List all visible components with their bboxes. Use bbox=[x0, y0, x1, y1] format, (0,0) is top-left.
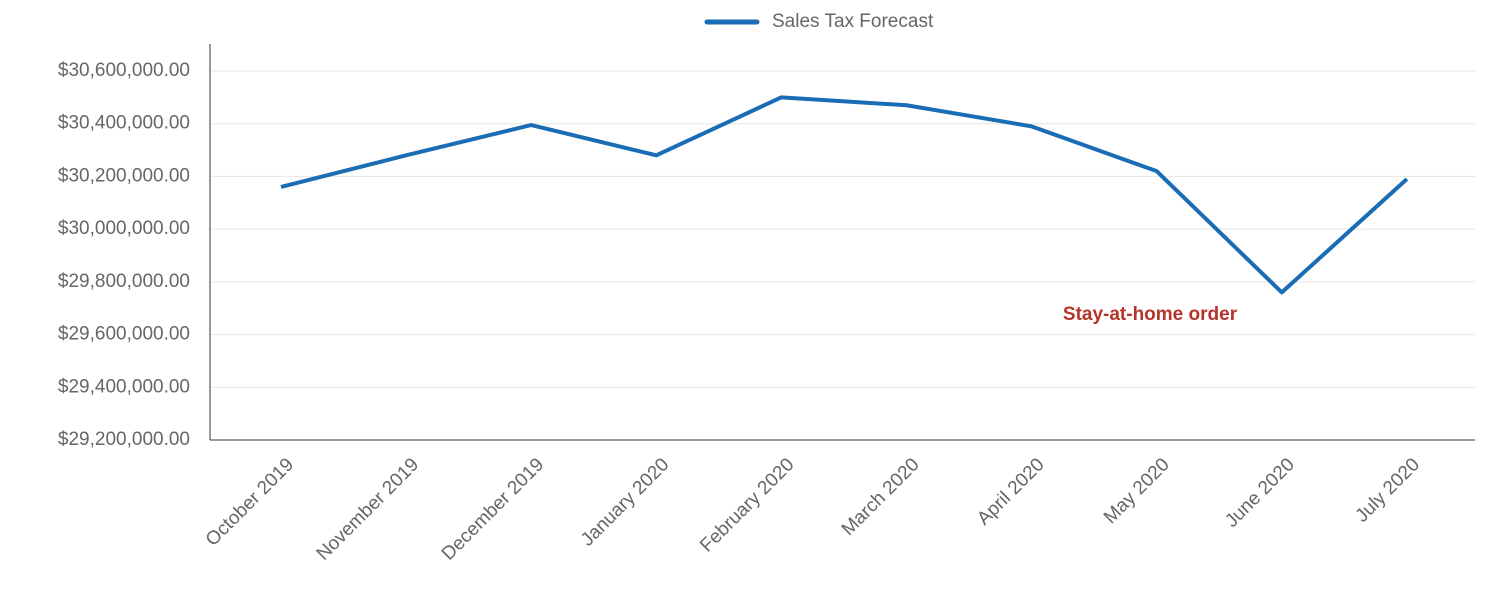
y-tick-label: $29,400,000.00 bbox=[58, 376, 190, 397]
x-tick-label: July 2020 bbox=[1352, 454, 1424, 526]
x-tick-label: March 2020 bbox=[838, 454, 924, 540]
x-tick-label: February 2020 bbox=[696, 454, 798, 556]
x-tick-label: June 2020 bbox=[1221, 454, 1299, 532]
y-tick-label: $29,600,000.00 bbox=[58, 324, 190, 345]
y-tick-label: $30,200,000.00 bbox=[58, 165, 190, 186]
y-tick-label: $30,000,000.00 bbox=[58, 218, 190, 239]
x-tick-label: October 2019 bbox=[202, 454, 298, 550]
x-tick-label: November 2019 bbox=[313, 454, 423, 564]
y-tick-label: $29,200,000.00 bbox=[58, 429, 190, 450]
line-series bbox=[280, 95, 1409, 295]
x-tick-label: December 2019 bbox=[438, 454, 548, 564]
x-tick-label: April 2020 bbox=[973, 454, 1048, 529]
annotation: Stay-at-home order bbox=[1063, 304, 1238, 325]
legend-label: Sales Tax Forecast bbox=[772, 11, 934, 32]
y-tick-label: $30,600,000.00 bbox=[58, 60, 190, 81]
y-tick-label: $29,800,000.00 bbox=[58, 271, 190, 292]
x-tick-label: May 2020 bbox=[1100, 454, 1174, 528]
y-tick-label: $30,400,000.00 bbox=[58, 113, 190, 134]
x-tick-label: January 2020 bbox=[577, 454, 673, 550]
